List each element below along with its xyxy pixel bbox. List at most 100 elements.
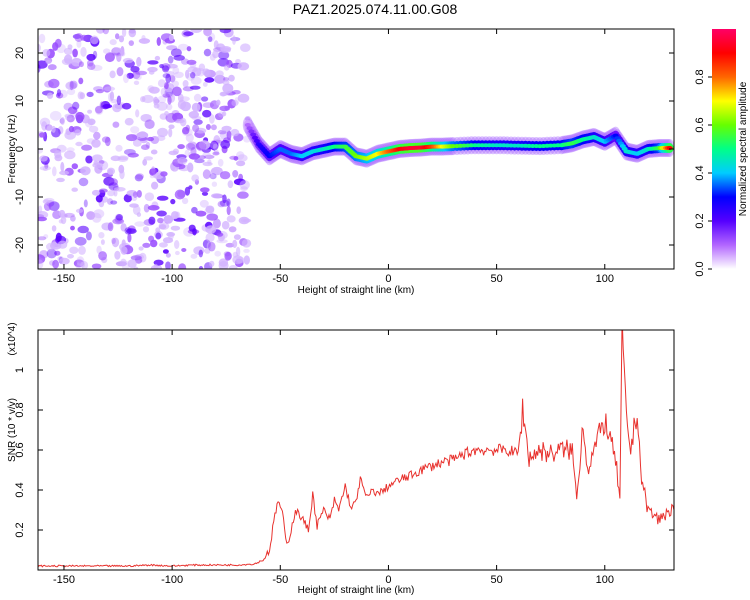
noise-speck: [240, 43, 251, 52]
noise-speck: [120, 246, 128, 255]
noise-speck: [189, 85, 201, 90]
noise-speck: [156, 101, 168, 111]
noise-speck: [121, 239, 126, 247]
noise-speck: [222, 79, 230, 86]
noise-speck: [55, 232, 62, 242]
noise-speck: [225, 242, 235, 248]
noise-speck: [43, 234, 49, 239]
noise-speck: [150, 149, 158, 155]
noise-speck: [182, 126, 190, 135]
noise-speck: [45, 124, 53, 131]
noise-speck: [236, 256, 245, 264]
noise-speck: [123, 73, 129, 84]
noise-speck: [113, 187, 126, 192]
noise-speck: [193, 119, 203, 125]
noise-speck: [191, 206, 198, 214]
noise-speck: [162, 93, 170, 98]
noise-speck: [98, 232, 105, 239]
noise-speck: [58, 219, 64, 224]
colorbar-tick-label: 0.0: [694, 261, 706, 276]
noise-speck: [78, 177, 89, 187]
noise-speck: [47, 64, 57, 71]
noise-speck: [198, 155, 206, 160]
snr-y-tick-label: 0.8: [14, 402, 26, 417]
snr-y-tick-label: 0.4: [14, 482, 26, 497]
noise-speck: [167, 232, 174, 240]
noise-speck: [198, 249, 203, 258]
heatmap-y-axis-label: Frequency (Hz): [7, 115, 18, 184]
noise-speck: [148, 216, 156, 225]
heatmap-noise: [38, 29, 252, 269]
heatmap-y-tick-label: 0: [14, 146, 26, 152]
noise-speck: [93, 131, 101, 140]
noise-speck: [110, 200, 118, 205]
ridge-core: [244, 123, 251, 127]
noise-speck: [63, 47, 73, 55]
noise-speck: [42, 199, 50, 204]
noise-speck: [141, 94, 154, 104]
noise-speck: [100, 239, 105, 245]
noise-speck: [183, 31, 194, 36]
noise-speck: [127, 259, 137, 269]
noise-speck: [107, 190, 116, 197]
noise-speck: [110, 155, 121, 162]
noise-speck: [185, 69, 190, 79]
noise-speck: [237, 93, 250, 103]
noise-speck: [158, 242, 168, 248]
noise-speck: [95, 106, 103, 114]
noise-speck: [205, 124, 211, 130]
noise-speck: [63, 212, 75, 218]
noise-speck: [71, 187, 78, 192]
colorbar-tick-label: 0.4: [694, 165, 706, 180]
noise-speck: [54, 38, 62, 48]
noise-speck: [49, 110, 62, 121]
noise-speck: [141, 35, 146, 41]
noise-speck: [195, 210, 207, 217]
noise-speck: [239, 180, 250, 190]
noise-speck: [209, 173, 217, 180]
noise-speck: [46, 92, 54, 99]
noise-speck: [158, 222, 170, 230]
noise-speck: [65, 81, 77, 90]
noise-speck: [75, 111, 85, 122]
noise-speck: [74, 129, 82, 136]
noise-speck: [233, 156, 239, 161]
heatmap-ridge: [242, 116, 674, 168]
snr-y-tick-label: 1: [14, 367, 26, 373]
noise-speck: [121, 29, 127, 37]
noise-speck: [93, 160, 98, 166]
noise-speck: [219, 29, 232, 34]
snr-y-axis-label: SNR (10 * v/v): [7, 398, 18, 462]
noise-speck: [211, 181, 218, 187]
noise-speck: [144, 119, 155, 129]
noise-speck: [186, 72, 196, 81]
noise-speck: [91, 189, 101, 196]
noise-speck: [42, 49, 51, 57]
noise-speck: [198, 266, 204, 269]
noise-speck: [60, 117, 65, 125]
noise-speck: [74, 236, 87, 246]
noise-speck: [126, 134, 138, 142]
noise-speck: [174, 189, 186, 200]
noise-speck: [191, 174, 200, 182]
noise-speck: [171, 80, 179, 88]
noise-speck: [42, 166, 49, 171]
noise-speck: [236, 160, 246, 167]
noise-speck: [232, 35, 236, 45]
heatmap-x-tick-label: 0: [385, 273, 391, 285]
noise-speck: [193, 93, 202, 102]
noise-speck: [64, 150, 76, 160]
noise-speck: [119, 51, 126, 57]
noise-speck: [103, 86, 116, 92]
noise-speck: [56, 89, 62, 97]
noise-speck: [211, 139, 223, 144]
noise-speck: [221, 220, 230, 230]
colorbar-gradient: [712, 29, 736, 269]
noise-speck: [90, 35, 99, 45]
noise-speck: [116, 95, 122, 106]
noise-speck: [76, 39, 82, 48]
noise-speck: [226, 198, 231, 207]
noise-speck: [147, 66, 158, 73]
noise-speck: [168, 128, 173, 138]
